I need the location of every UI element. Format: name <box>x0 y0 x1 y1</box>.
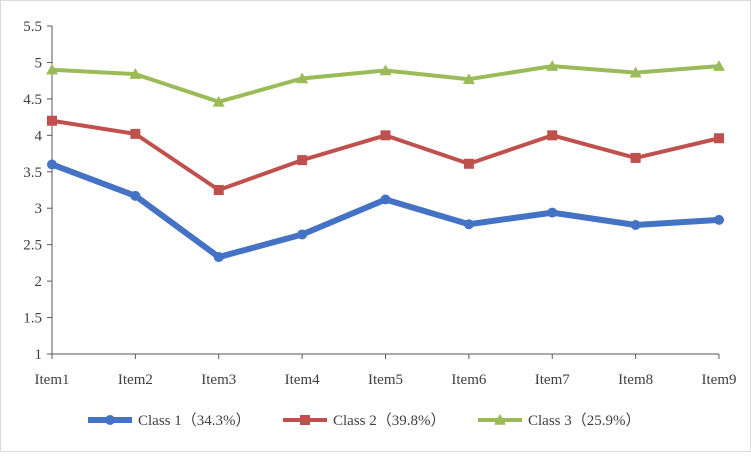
series-1 <box>47 159 724 263</box>
series-2 <box>47 115 724 195</box>
data-point <box>547 207 558 218</box>
data-point <box>713 60 725 71</box>
series-3 <box>46 60 725 107</box>
data-point <box>380 130 391 141</box>
y-tick-label: 2 <box>35 274 43 290</box>
data-point <box>212 95 225 107</box>
data-point <box>380 194 391 205</box>
data-point <box>463 158 474 169</box>
legend-marker <box>105 415 115 425</box>
x-tick-label: Item4 <box>285 372 320 388</box>
data-point <box>630 219 641 230</box>
y-tick-label: 4.5 <box>23 92 42 108</box>
y-tick-label: 2.5 <box>23 238 42 254</box>
data-point <box>629 66 642 78</box>
x-tick-label: Item1 <box>35 372 70 388</box>
legend-entry: Class 2（39.8%） <box>283 412 446 429</box>
y-tick-label: 3.5 <box>23 165 42 181</box>
data-point <box>213 252 224 263</box>
x-tick-label: Item7 <box>535 372 570 388</box>
data-point <box>47 115 57 126</box>
data-point <box>714 133 724 144</box>
data-point <box>47 159 57 170</box>
axes: 1 1.5 2 2.5 3 3.5 4 4.5 5 5.5 Item1 Item2 Item3 Item4… <box>23 19 736 388</box>
legend-entry: Class 1（34.3%） <box>88 412 251 429</box>
legend-marker <box>300 415 310 425</box>
data-point <box>630 152 641 163</box>
data-point <box>213 185 224 195</box>
data-point <box>297 155 308 166</box>
data-point <box>130 190 141 201</box>
legend-entry: Class 3（25.9%） <box>478 412 641 429</box>
data-point <box>129 68 142 79</box>
x-tick-label: Item8 <box>618 372 653 388</box>
x-tick-label: Item6 <box>451 372 486 388</box>
x-tick-label: Item5 <box>368 372 403 388</box>
y-tick-label: 1 <box>35 347 43 363</box>
series-lines <box>46 60 725 263</box>
series-line <box>49 161 722 261</box>
x-tick-label: Item2 <box>118 372 153 388</box>
legend-label: Class 3（25.9%） <box>528 412 641 429</box>
y-tick-label: 1.5 <box>23 311 42 327</box>
data-point <box>714 214 724 225</box>
x-tick-label: Item9 <box>702 372 737 388</box>
data-point <box>462 73 475 85</box>
data-point <box>379 64 392 76</box>
data-point <box>463 219 474 230</box>
y-tick-label: 5 <box>35 55 43 71</box>
data-point <box>546 60 559 71</box>
data-point <box>547 130 558 141</box>
data-point <box>130 128 141 139</box>
data-point <box>297 229 308 240</box>
legend-label: Class 1（34.3%） <box>138 412 251 429</box>
y-tick-label: 4 <box>35 128 43 144</box>
x-tick-label: Item3 <box>201 372 236 388</box>
legend: Class 1（34.3%） Class 2（39.8%） Class 3（25.9… <box>88 412 641 429</box>
y-tick-label: 3 <box>35 201 43 217</box>
y-tick-label: 5.5 <box>23 19 42 35</box>
legend-label: Class 2（39.8%） <box>333 412 446 429</box>
legend-marker <box>494 414 506 425</box>
data-point <box>46 63 58 75</box>
data-point <box>296 72 309 84</box>
